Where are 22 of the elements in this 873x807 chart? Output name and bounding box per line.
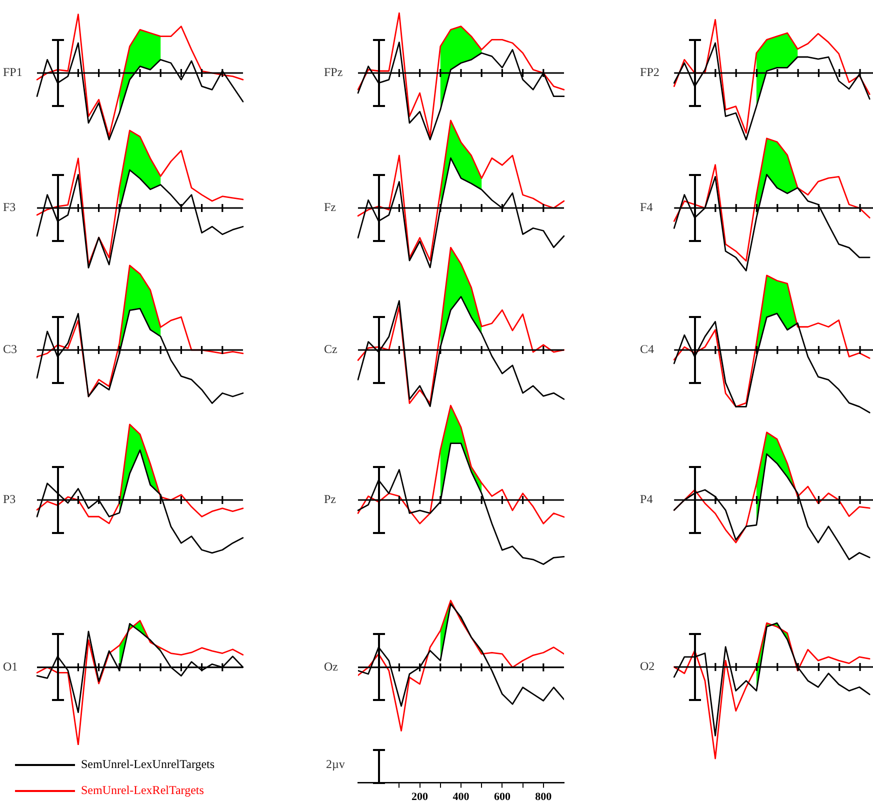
text: P3 xyxy=(3,492,16,506)
text: O2 xyxy=(640,659,655,674)
x-tick-label: 600 xyxy=(494,791,511,804)
text: P4 xyxy=(640,492,653,506)
x-tick-label: 800 xyxy=(535,791,552,804)
text: F4 xyxy=(640,200,653,214)
text: Cz xyxy=(324,342,338,356)
text: FP1 xyxy=(3,65,22,80)
legend-label: SemUnrel-LexUnrelTargets xyxy=(81,757,215,772)
text: FP2 xyxy=(640,65,660,80)
text: C3 xyxy=(3,342,18,356)
text: Pz xyxy=(324,492,336,506)
text: F3 xyxy=(3,200,16,214)
text: C4 xyxy=(640,342,654,356)
x-tick-label: 200 xyxy=(412,791,429,804)
text: Oz xyxy=(324,659,338,674)
x-tick-label: 400 xyxy=(452,791,470,804)
text: Fz xyxy=(324,200,336,214)
legend-label: SemUnrel-LexRelTargets xyxy=(81,783,204,798)
text: FPz xyxy=(324,65,343,80)
text: O1 xyxy=(3,659,18,674)
text: 2µv xyxy=(326,756,345,771)
